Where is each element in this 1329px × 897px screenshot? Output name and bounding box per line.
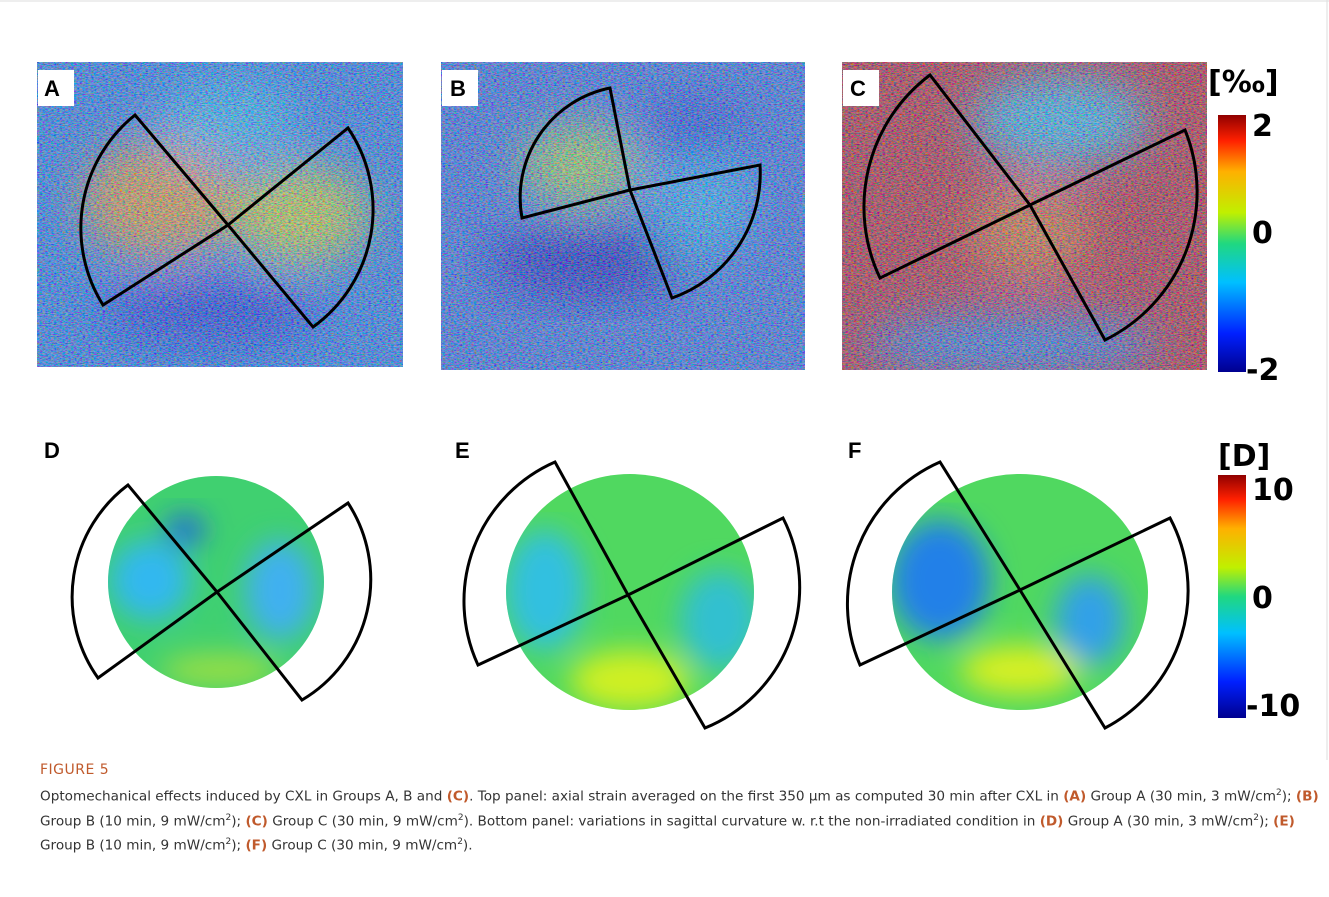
caption-run: Group B (10 min, 9 mW/cm bbox=[40, 813, 226, 829]
colorbar bbox=[1218, 475, 1246, 718]
caption-run: . Top panel: axial strain averaged on th… bbox=[469, 789, 1063, 805]
caption-run: Group B (10 min, 9 mW/cm bbox=[40, 838, 226, 854]
caption-run: (C) bbox=[447, 789, 469, 805]
caption-run: (D) bbox=[1040, 813, 1064, 829]
caption-text: Optomechanical effects induced by CXL in… bbox=[40, 783, 1320, 857]
panel-label: D bbox=[44, 438, 60, 463]
panel-label: B bbox=[450, 76, 466, 101]
map-f bbox=[890, 470, 1150, 720]
colorbar-tick: -10 bbox=[1246, 689, 1300, 724]
caption-run: Optomechanical effects induced by CXL in… bbox=[40, 789, 447, 805]
caption-run: ); bbox=[1282, 789, 1296, 805]
map-d bbox=[100, 470, 340, 700]
caption-run: (E) bbox=[1273, 813, 1295, 829]
panel-label: E bbox=[455, 438, 470, 463]
caption-run: Group C (30 min, 9 mW/cm bbox=[267, 838, 457, 854]
heatmap-b bbox=[441, 62, 805, 370]
figure: A B C D E F [‰] 2 0 -2 [D] 10 0 -10 bbox=[0, 0, 1329, 760]
caption-run: ); bbox=[231, 813, 245, 829]
panel-label: C bbox=[850, 76, 866, 101]
caption-run: Group A (30 min, 3 mW/cm bbox=[1063, 813, 1253, 829]
caption-run: ); bbox=[1259, 813, 1273, 829]
caption-run: Group A (30 min, 3 mW/cm bbox=[1086, 789, 1276, 805]
panel-label: A bbox=[44, 76, 60, 101]
caption-run: Group C (30 min, 9 mW/cm bbox=[268, 813, 458, 829]
caption-run: (C) bbox=[245, 813, 267, 829]
caption-run: ); bbox=[231, 838, 245, 854]
caption-run: (F) bbox=[245, 838, 267, 854]
colorbar-unit: [D] bbox=[1218, 439, 1270, 474]
colorbar bbox=[1218, 115, 1246, 372]
colorbar-tick: 0 bbox=[1252, 581, 1273, 616]
colorbar-tick: 0 bbox=[1252, 216, 1273, 251]
caption-run: ). Bottom panel: variations in sagittal … bbox=[464, 813, 1040, 829]
panel-label: F bbox=[848, 438, 861, 463]
colorbar-tick: 10 bbox=[1252, 473, 1294, 508]
colorbar-tick: -2 bbox=[1246, 353, 1279, 388]
caption-run: (B) bbox=[1296, 789, 1319, 805]
caption-run: ). bbox=[463, 838, 473, 854]
colorbar-tick: 2 bbox=[1252, 109, 1273, 144]
caption: FIGURE 5 Optomechanical effects induced … bbox=[40, 760, 1320, 857]
caption-run: (A) bbox=[1063, 789, 1086, 805]
colorbar-unit: [‰] bbox=[1208, 65, 1279, 100]
figure-label: FIGURE 5 bbox=[40, 760, 1320, 781]
